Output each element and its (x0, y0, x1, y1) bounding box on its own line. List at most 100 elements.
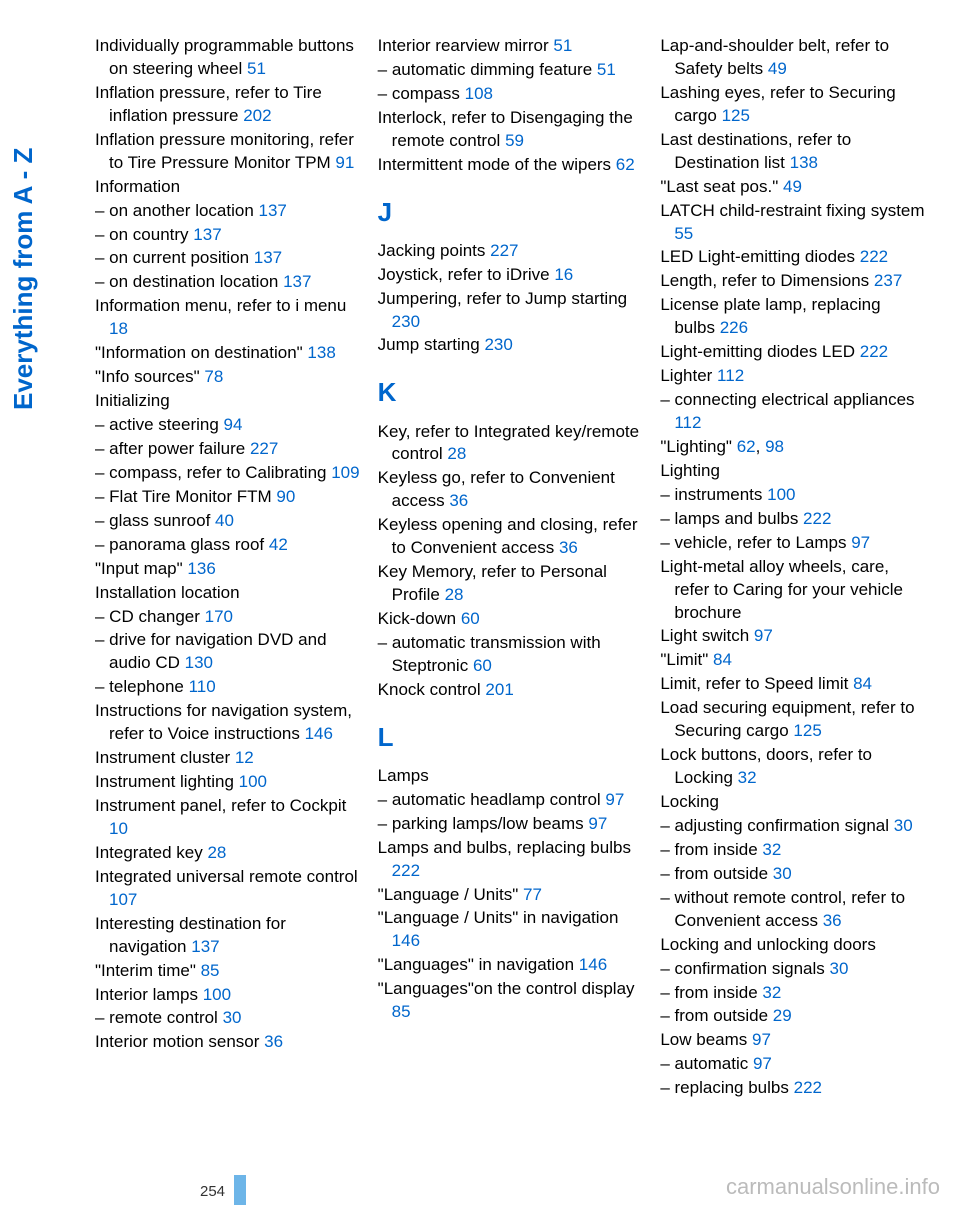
page-marker (234, 1175, 246, 1205)
page-ref[interactable]: 60 (473, 656, 492, 675)
page-ref[interactable]: 78 (204, 367, 223, 386)
page-ref[interactable]: 146 (392, 931, 420, 950)
page-ref[interactable]: 108 (465, 84, 493, 103)
page-ref[interactable]: 60 (461, 609, 480, 628)
page-ref[interactable]: 84 (853, 674, 872, 693)
index-entry: Intermittent mode of the wipers 62 (378, 154, 643, 177)
page-ref[interactable]: 49 (783, 177, 802, 196)
page-ref[interactable]: 85 (201, 961, 220, 980)
page-ref[interactable]: 226 (720, 318, 748, 337)
page-ref[interactable]: 107 (109, 890, 137, 909)
page-ref[interactable]: 146 (579, 955, 607, 974)
page-ref[interactable]: 85 (392, 1002, 411, 1021)
page-ref[interactable]: 137 (191, 937, 219, 956)
page-ref[interactable]: 84 (713, 650, 732, 669)
page-ref[interactable]: 51 (597, 60, 616, 79)
page-ref[interactable]: 222 (794, 1078, 822, 1097)
index-letter: K (378, 375, 643, 410)
page-ref[interactable]: 222 (860, 247, 888, 266)
index-entry: "Limit" 84 (660, 649, 925, 672)
page-ref[interactable]: 222 (860, 342, 888, 361)
page-ref[interactable]: 36 (823, 911, 842, 930)
page-ref[interactable]: 138 (307, 343, 335, 362)
index-entry: "Input map" 136 (95, 558, 360, 581)
page-ref[interactable]: 32 (762, 983, 781, 1002)
page-ref[interactable]: 230 (484, 335, 512, 354)
page-ref[interactable]: 62 (616, 155, 635, 174)
index-entry: Last destinations, refer to Destination … (660, 129, 925, 175)
index-subentry: – adjusting confirmation signal 30 (660, 815, 925, 838)
index-subentry: – drive for navigation DVD and audio CD … (95, 629, 360, 675)
page-ref[interactable]: 137 (259, 201, 287, 220)
page-ref[interactable]: 29 (773, 1006, 792, 1025)
page-ref[interactable]: 137 (193, 225, 221, 244)
page-ref[interactable]: 125 (722, 106, 750, 125)
section-title: Everything from A - Z (8, 148, 39, 410)
page-ref[interactable]: 137 (283, 272, 311, 291)
page-ref[interactable]: 77 (523, 885, 542, 904)
page-ref[interactable]: 227 (250, 439, 278, 458)
page-ref[interactable]: 36 (449, 491, 468, 510)
page-ref[interactable]: 18 (109, 319, 128, 338)
page-ref[interactable]: 100 (203, 985, 231, 1004)
page-ref[interactable]: 91 (335, 153, 354, 172)
index-entry: Joystick, refer to iDrive 16 (378, 264, 643, 287)
page-ref[interactable]: 30 (894, 816, 913, 835)
page-ref[interactable]: 36 (559, 538, 578, 557)
page-ref[interactable]: 28 (447, 444, 466, 463)
index-entry: Light-metal alloy wheels, care, refer to… (660, 556, 925, 625)
page-ref[interactable]: 110 (189, 677, 216, 696)
page-ref[interactable]: 16 (554, 265, 573, 284)
page-ref[interactable]: 130 (185, 653, 213, 672)
page-ref[interactable]: 32 (738, 768, 757, 787)
page-ref[interactable]: 227 (490, 241, 518, 260)
page-ref[interactable]: 97 (605, 790, 624, 809)
page-ref[interactable]: 90 (276, 487, 295, 506)
page-ref[interactable]: 170 (205, 607, 233, 626)
page-ref[interactable]: 30 (223, 1008, 242, 1027)
index-entry: Light-emitting diodes LED 222 (660, 341, 925, 364)
page-ref[interactable]: 202 (243, 106, 271, 125)
page-ref[interactable]: 59 (505, 131, 524, 150)
index-entry: Knock control 201 (378, 679, 643, 702)
page-ref[interactable]: 62 (737, 437, 756, 456)
page-ref[interactable]: 97 (851, 533, 870, 552)
page-ref[interactable]: 40 (215, 511, 234, 530)
page-ref[interactable]: 51 (247, 59, 266, 78)
page-ref[interactable]: 237 (874, 271, 902, 290)
page-ref[interactable]: 97 (754, 626, 773, 645)
page-ref[interactable]: 28 (207, 843, 226, 862)
page-ref[interactable]: 146 (305, 724, 333, 743)
page-ref[interactable]: 109 (331, 463, 359, 482)
page-ref[interactable]: 30 (829, 959, 848, 978)
page-ref[interactable]: 51 (553, 36, 572, 55)
index-entry: Low beams 97 (660, 1029, 925, 1052)
page-ref[interactable]: 28 (445, 585, 464, 604)
page-ref[interactable]: 112 (717, 366, 744, 385)
page-ref[interactable]: 97 (588, 814, 607, 833)
page-ref[interactable]: 94 (224, 415, 243, 434)
page-ref[interactable]: 112 (674, 413, 701, 432)
page-ref[interactable]: 55 (674, 224, 693, 243)
page-ref[interactable]: 98 (765, 437, 784, 456)
page-ref[interactable]: 49 (768, 59, 787, 78)
page-ref[interactable]: 12 (235, 748, 254, 767)
page-ref[interactable]: 138 (790, 153, 818, 172)
page-ref[interactable]: 125 (793, 721, 821, 740)
page-ref[interactable]: 30 (773, 864, 792, 883)
page-ref[interactable]: 136 (187, 559, 215, 578)
page-ref[interactable]: 137 (254, 248, 282, 267)
page-ref[interactable]: 222 (803, 509, 831, 528)
page-ref[interactable]: 10 (109, 819, 128, 838)
page-ref[interactable]: 222 (392, 861, 420, 880)
page-ref[interactable]: 42 (269, 535, 288, 554)
page-ref[interactable]: 97 (752, 1030, 771, 1049)
page-ref[interactable]: 36 (264, 1032, 283, 1051)
page-ref[interactable]: 97 (753, 1054, 772, 1073)
page-ref[interactable]: 32 (762, 840, 781, 859)
page-ref[interactable]: 100 (767, 485, 795, 504)
page-ref[interactable]: 201 (485, 680, 513, 699)
page-ref[interactable]: 230 (392, 312, 420, 331)
index-subentry: – glass sunroof 40 (95, 510, 360, 533)
page-ref[interactable]: 100 (239, 772, 267, 791)
